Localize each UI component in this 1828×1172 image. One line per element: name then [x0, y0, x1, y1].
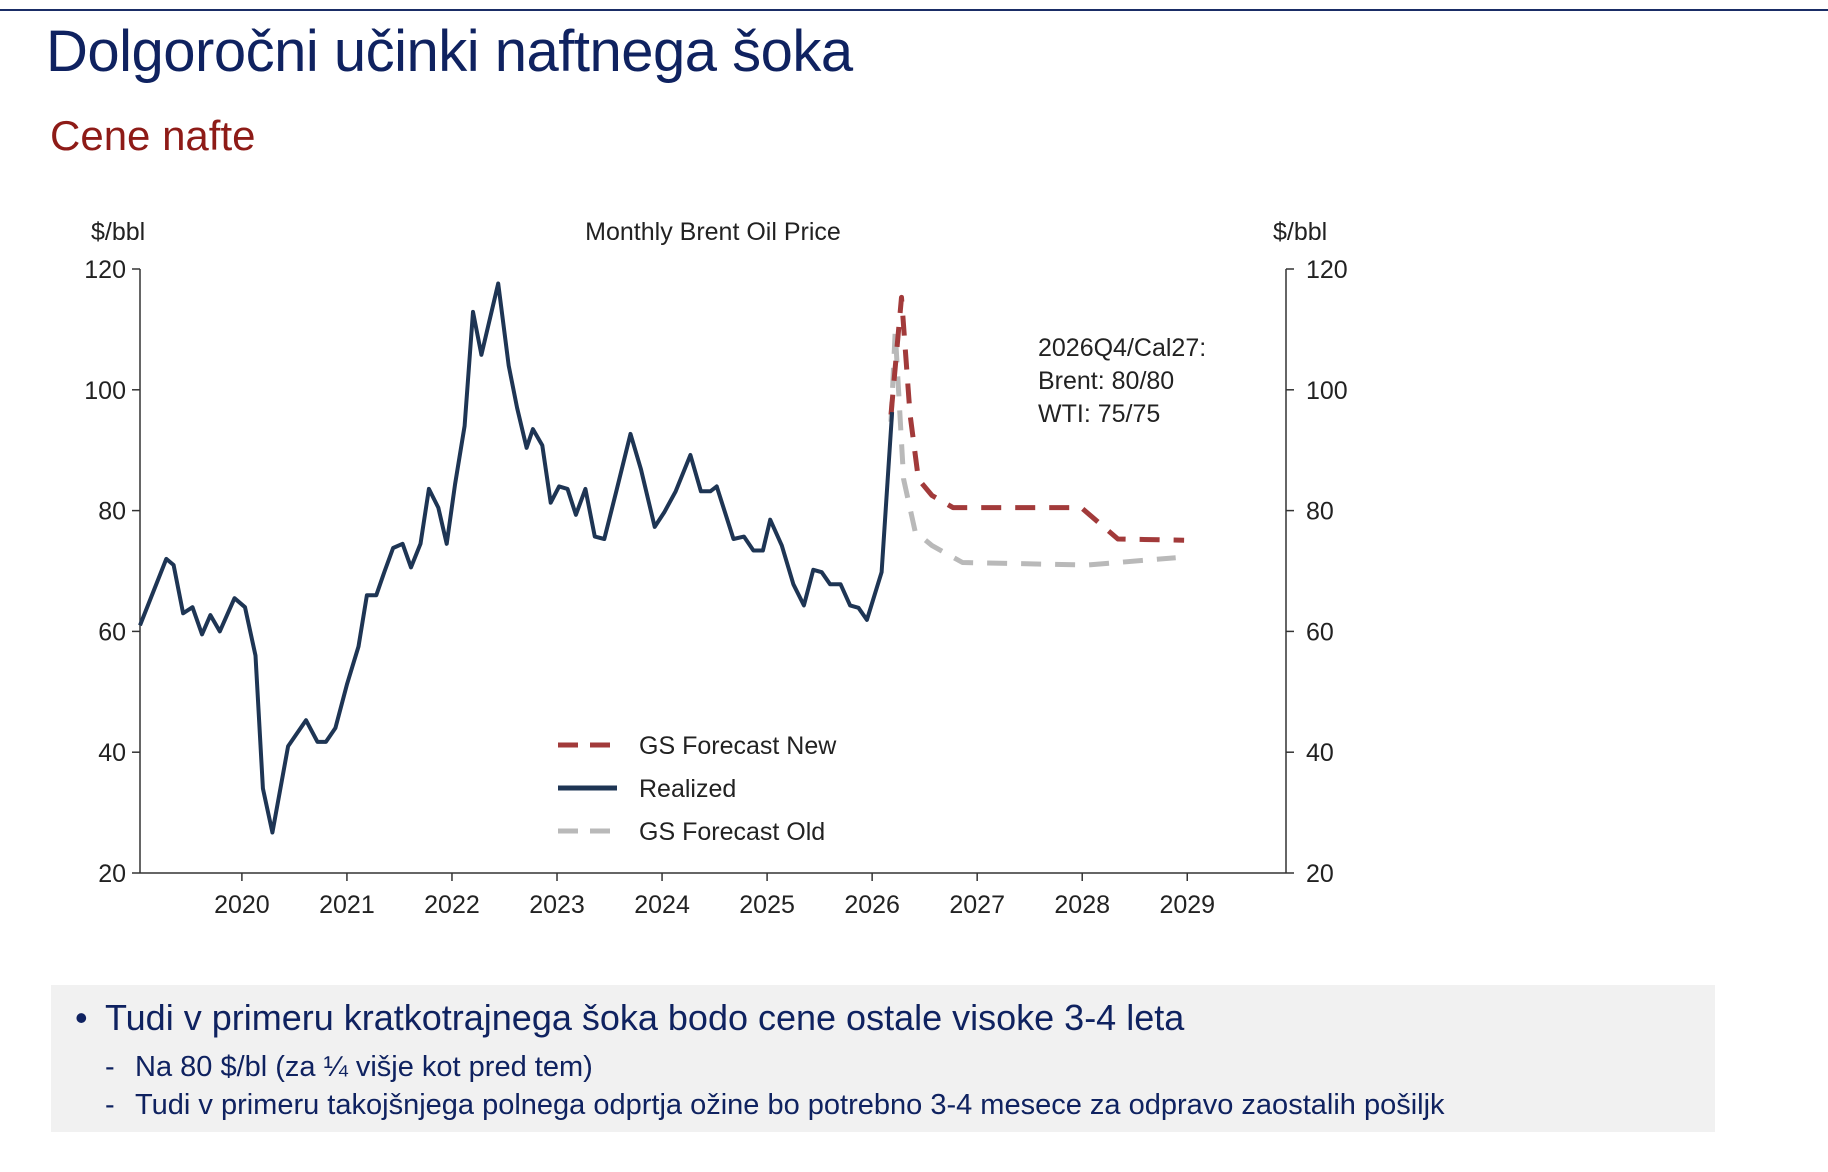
note-sub-1: - Na 80 $/bl (za ¼ višje kot pred tem)	[105, 1051, 593, 1084]
legend-label: Realized	[639, 775, 736, 803]
dash-mark: -	[105, 1051, 115, 1083]
right-y-tick-label: 100	[1306, 377, 1348, 405]
legend-label: GS Forecast New	[639, 732, 837, 760]
note-bullet: • Tudi v primeru kratkotrajnega šoka bodo…	[75, 997, 1184, 1039]
notes-box: • Tudi v primeru kratkotrajnega šoka bodo…	[51, 985, 1715, 1132]
left-axis-unit: $/bbl	[91, 218, 145, 246]
left-y-tick-label: 60	[98, 618, 126, 646]
x-tick-label: 2023	[529, 891, 585, 919]
right-y-tick-label: 40	[1306, 739, 1334, 767]
note-sub-2: - Tudi v primeru takojšnjega polnega odpr…	[105, 1089, 1445, 1122]
forecast-annotation-line: Brent: 80/80	[1038, 367, 1174, 395]
left-y-tick-label: 120	[84, 256, 126, 284]
x-tick-label: 2022	[424, 891, 480, 919]
left-y-tick-label: 40	[98, 739, 126, 767]
x-tick-label: 2026	[844, 891, 900, 919]
right-axis-unit: $/bbl	[1273, 218, 1327, 246]
x-tick-label: 2020	[214, 891, 270, 919]
forecast-annotation-line: WTI: 75/75	[1038, 400, 1160, 428]
right-y-tick-label: 80	[1306, 498, 1334, 526]
x-tick-label: 2021	[319, 891, 375, 919]
series-line-gs-forecast-new	[888, 294, 1185, 543]
page-title: Dolgoročni učinki naftnega šoka	[46, 19, 853, 84]
forecast-annotation-line: 2026Q4/Cal27:	[1038, 334, 1206, 362]
note-sub-2-text: Tudi v primeru takojšnjega polnega odprt…	[135, 1089, 1445, 1121]
header-rule	[0, 9, 1828, 11]
page-subtitle: Cene nafte	[50, 112, 256, 159]
note-sub-1-text: Na 80 $/bl (za ¼ višje kot pred tem)	[135, 1051, 593, 1083]
left-y-tick-label: 100	[84, 377, 126, 405]
series-line-gs-forecast-old	[888, 328, 1176, 568]
bullet-mark: •	[75, 997, 88, 1038]
right-y-tick-label: 60	[1306, 618, 1334, 646]
x-tick-label: 2029	[1159, 891, 1215, 919]
note-main-text: Tudi v primeru kratkotrajnega šoka bodo …	[105, 997, 1185, 1038]
chart-title: Monthly Brent Oil Price	[585, 218, 841, 246]
x-tick-label: 2028	[1054, 891, 1110, 919]
x-tick-label: 2025	[739, 891, 795, 919]
series-line-realized	[138, 281, 895, 835]
left-y-tick-label: 20	[98, 860, 126, 888]
right-y-tick-label: 120	[1306, 256, 1348, 284]
dash-mark: -	[105, 1089, 115, 1121]
legend-label: GS Forecast Old	[639, 818, 825, 846]
x-tick-label: 2024	[634, 891, 690, 919]
right-y-tick-label: 20	[1306, 860, 1334, 888]
left-y-tick-label: 80	[98, 498, 126, 526]
x-tick-label: 2027	[949, 891, 1005, 919]
